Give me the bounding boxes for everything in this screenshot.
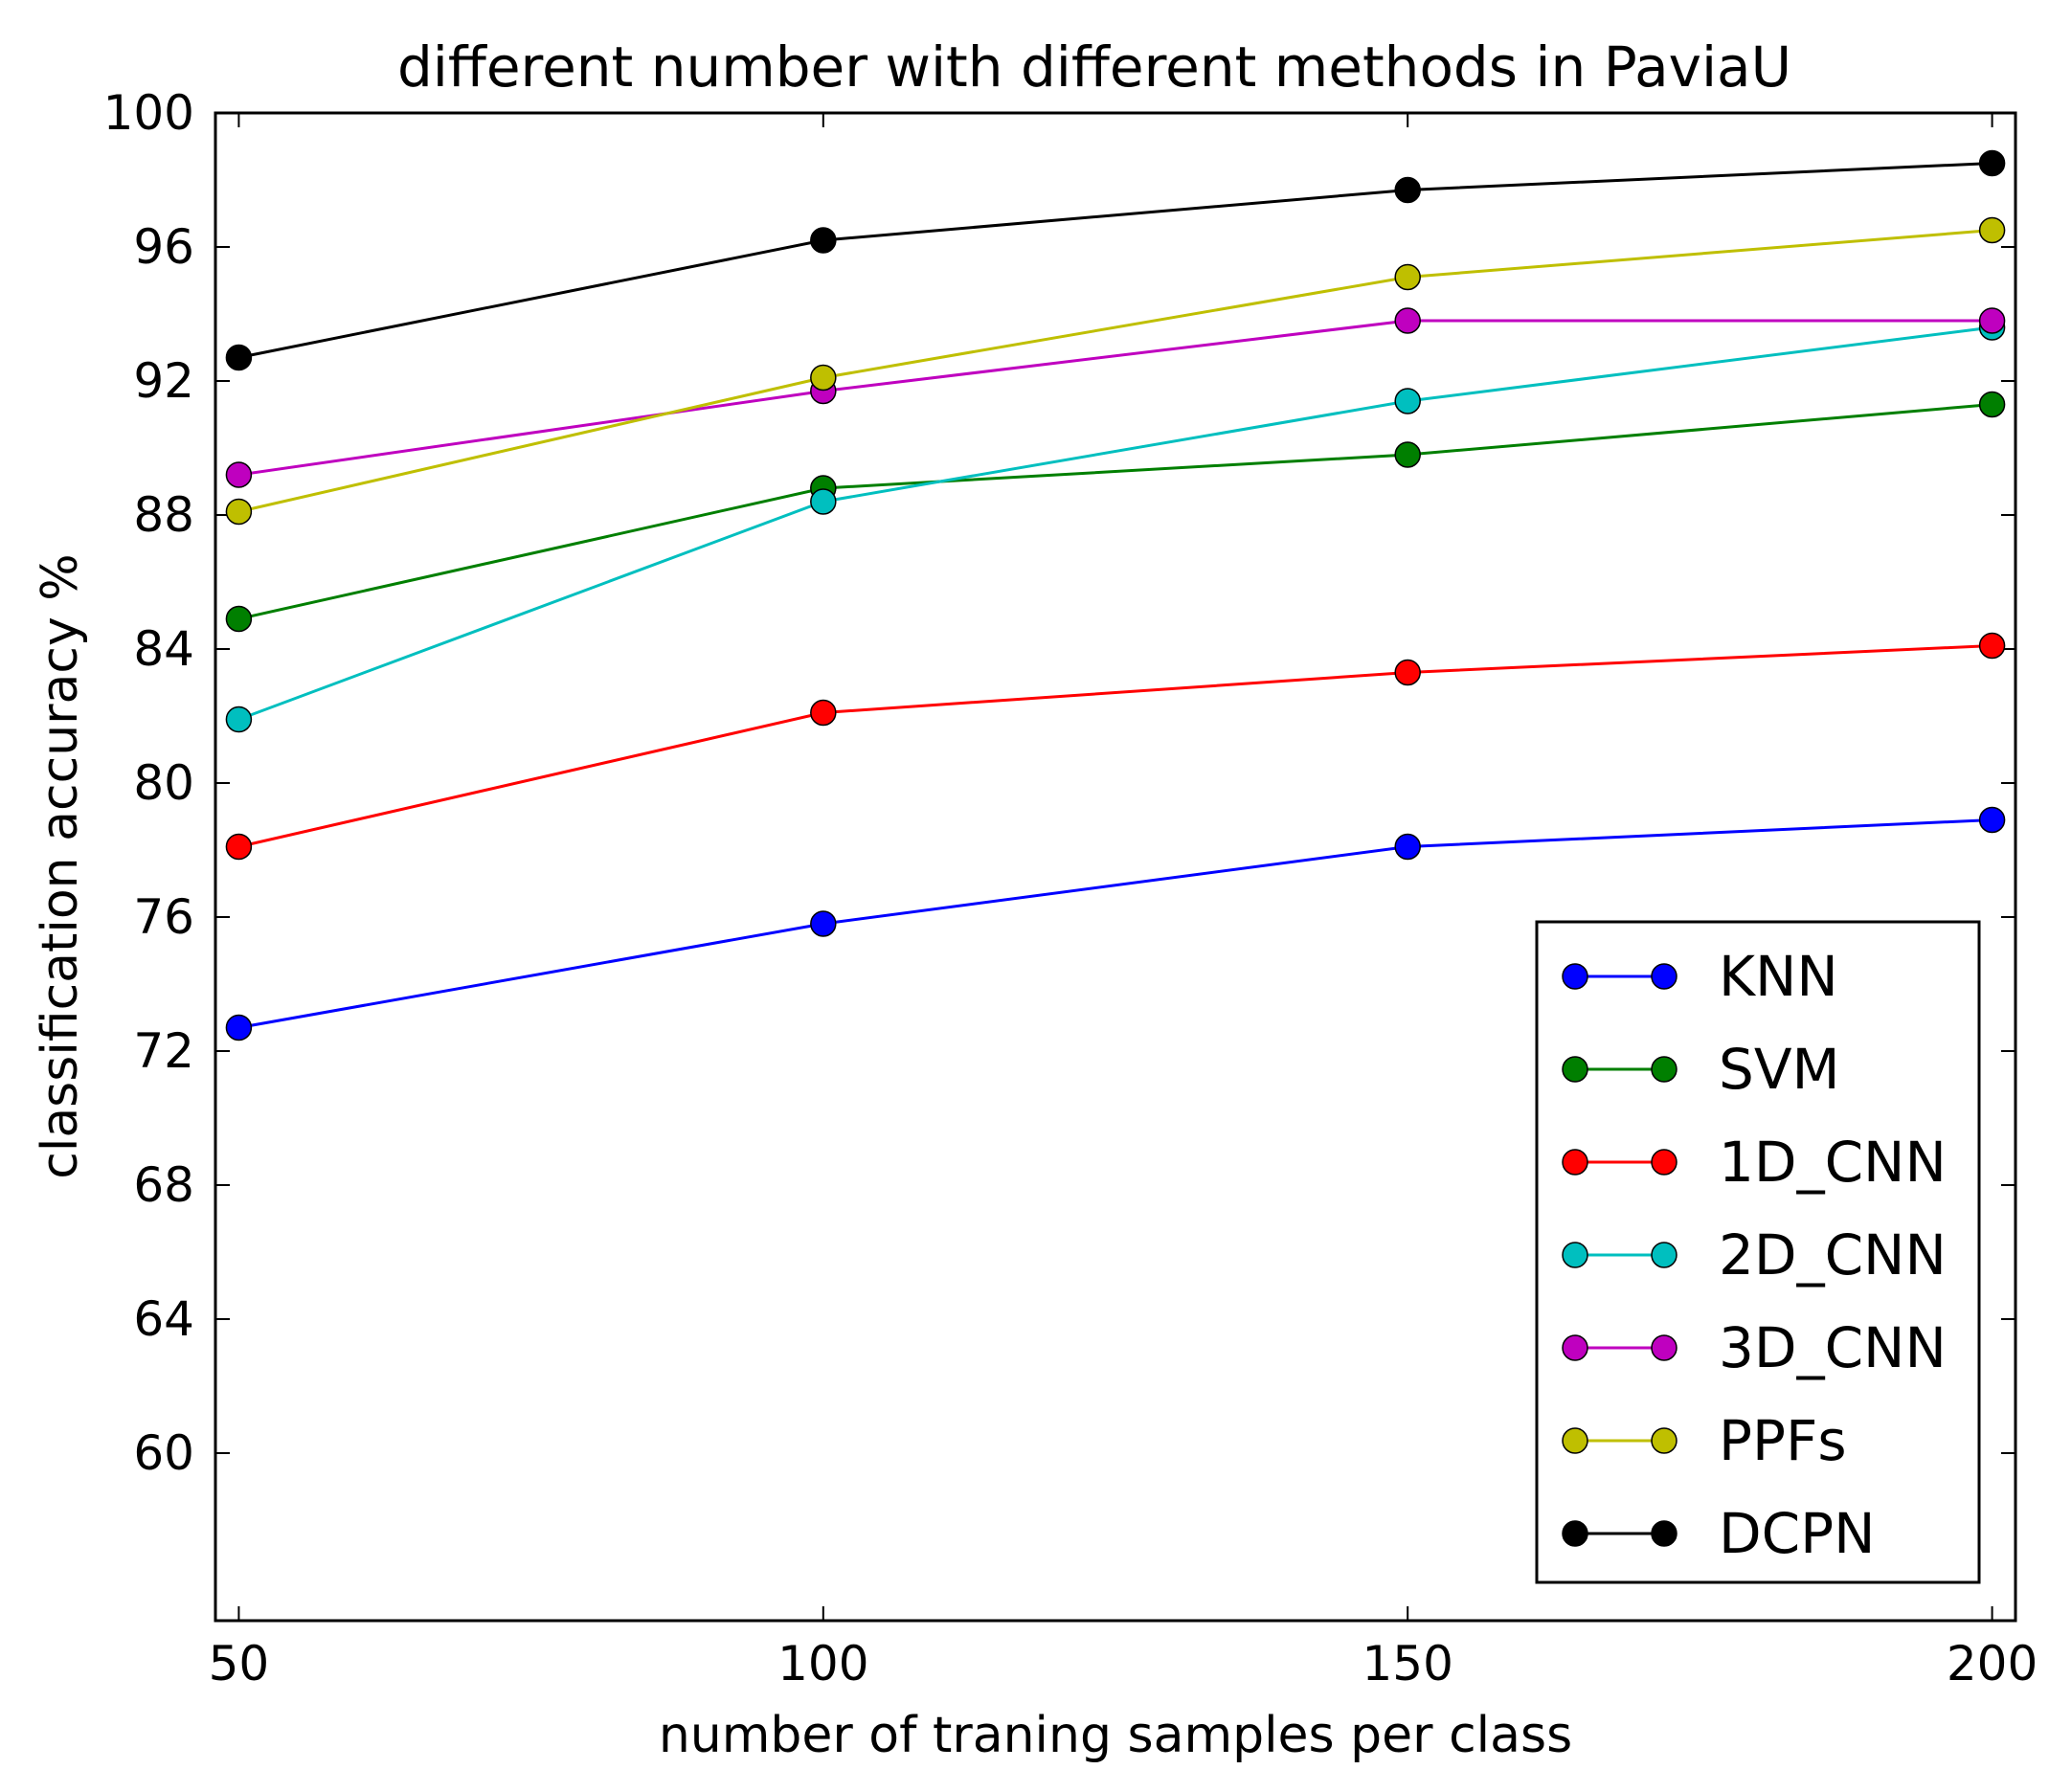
legend-marker (1651, 1242, 1677, 1268)
data-point-ppfs (225, 498, 253, 526)
data-point-2d-cnn (225, 706, 253, 733)
data-point-1d-cnn (1394, 659, 1421, 686)
legend-box (1535, 920, 1981, 1584)
y-tick-label: 60 (133, 1425, 194, 1481)
legend-marker (1562, 1056, 1588, 1083)
legend-marker (1562, 1242, 1588, 1268)
legend-entry-dcpn: DCPN (1562, 1501, 1876, 1566)
y-tick-label: 92 (133, 353, 194, 409)
x-tick-label: 200 (1947, 1636, 2038, 1691)
series-line-ppfs (238, 229, 1993, 513)
y-tick-label: 64 (133, 1291, 194, 1347)
data-point-knn (225, 1014, 253, 1042)
data-point-1d-cnn (225, 833, 253, 861)
legend-marker (1562, 1149, 1588, 1176)
legend-marker (1651, 1334, 1677, 1361)
y-tick-label: 72 (133, 1023, 194, 1079)
series-line-dcpn (238, 162, 1993, 359)
x-tick-label: 150 (1362, 1636, 1452, 1691)
series-dcpn (225, 149, 2006, 371)
x-tick-label: 100 (777, 1636, 868, 1691)
series-3d-cnn (225, 307, 2006, 488)
series-knn (225, 806, 2006, 1042)
data-point-2d-cnn (1394, 388, 1421, 414)
data-point-dcpn (810, 227, 837, 254)
series-line-2d-cnn (237, 325, 1993, 721)
chart-title: different number with different methods … (397, 34, 1791, 100)
legend-entry-1d-cnn: 1D_CNN (1562, 1130, 1947, 1195)
legend-entry-knn: KNN (1562, 944, 1838, 1009)
series-line-svm (238, 403, 1993, 620)
series-2d-cnn (225, 314, 2006, 733)
y-tick-label: 68 (133, 1157, 194, 1213)
legend-marker (1562, 1520, 1588, 1547)
data-point-knn (1978, 806, 2006, 834)
data-point-ppfs (1394, 263, 1421, 291)
data-point-svm (1394, 441, 1421, 468)
data-point-svm (1978, 391, 2006, 418)
plot-frame (214, 111, 2017, 1623)
x-axis-label: number of traning samples per class (659, 1707, 1572, 1764)
legend-entry-svm: SVM (1562, 1037, 1840, 1102)
legend-entry-2d-cnn: 2D_CNN (1562, 1222, 1947, 1288)
legend-label: 2D_CNN (1719, 1222, 1947, 1288)
legend-entry-3d-cnn: 3D_CNN (1562, 1315, 1947, 1380)
data-point-3d-cnn (1978, 307, 2006, 334)
series-line-1d-cnn (238, 644, 1993, 848)
y-tick-label: 76 (133, 889, 194, 945)
data-point-dcpn (1978, 149, 2006, 177)
series-line-knn (238, 818, 1993, 1029)
legend-marker (1562, 963, 1588, 990)
y-tick-label: 80 (133, 755, 194, 811)
y-axis-label: classification accuracy % (32, 553, 89, 1178)
legend-label: KNN (1719, 944, 1838, 1009)
data-point-dcpn (1394, 176, 1421, 204)
data-point-ppfs (1978, 216, 2006, 244)
y-tick-label: 100 (103, 85, 194, 141)
legend-marker (1651, 1427, 1677, 1454)
data-point-2d-cnn (810, 488, 837, 515)
legend-marker (1562, 1334, 1588, 1361)
data-point-svm (225, 605, 253, 633)
y-tick-label: 84 (133, 621, 194, 677)
legend-label: 3D_CNN (1719, 1315, 1947, 1380)
data-point-1d-cnn (1978, 632, 2006, 660)
legend: KNN SVM 1D_CNN 2D_CNN 3D_CNN PPFs DCPN (1535, 920, 1981, 1584)
series-line-3d-cnn (238, 319, 1993, 477)
series-1d-cnn (225, 632, 2006, 861)
data-point-knn (810, 910, 837, 937)
data-point-dcpn (225, 344, 253, 371)
series-ppfs (225, 216, 2006, 526)
data-point-3d-cnn (225, 461, 253, 488)
legend-marker (1651, 963, 1677, 990)
legend-label: PPFs (1719, 1408, 1847, 1473)
legend-marker (1651, 1149, 1677, 1176)
legend-label: 1D_CNN (1719, 1130, 1947, 1195)
legend-marker (1651, 1520, 1677, 1547)
data-point-ppfs (810, 364, 837, 392)
legend-label: SVM (1719, 1037, 1840, 1102)
legend-marker (1651, 1056, 1677, 1083)
x-tick-label: 50 (209, 1636, 270, 1691)
data-series (225, 149, 2006, 1042)
y-tick-label: 88 (133, 487, 194, 543)
legend-marker (1562, 1427, 1588, 1454)
data-point-knn (1394, 833, 1421, 861)
data-point-3d-cnn (1394, 307, 1421, 334)
y-tick-label: 96 (133, 219, 194, 275)
axis-ticks: 50 100 150 200 60 64 68 72 76 80 84 88 92 96 100 (103, 85, 2038, 1691)
legend-entry-ppfs: PPFs (1562, 1408, 1847, 1473)
data-point-1d-cnn (810, 699, 837, 727)
legend-label: DCPN (1719, 1501, 1876, 1566)
